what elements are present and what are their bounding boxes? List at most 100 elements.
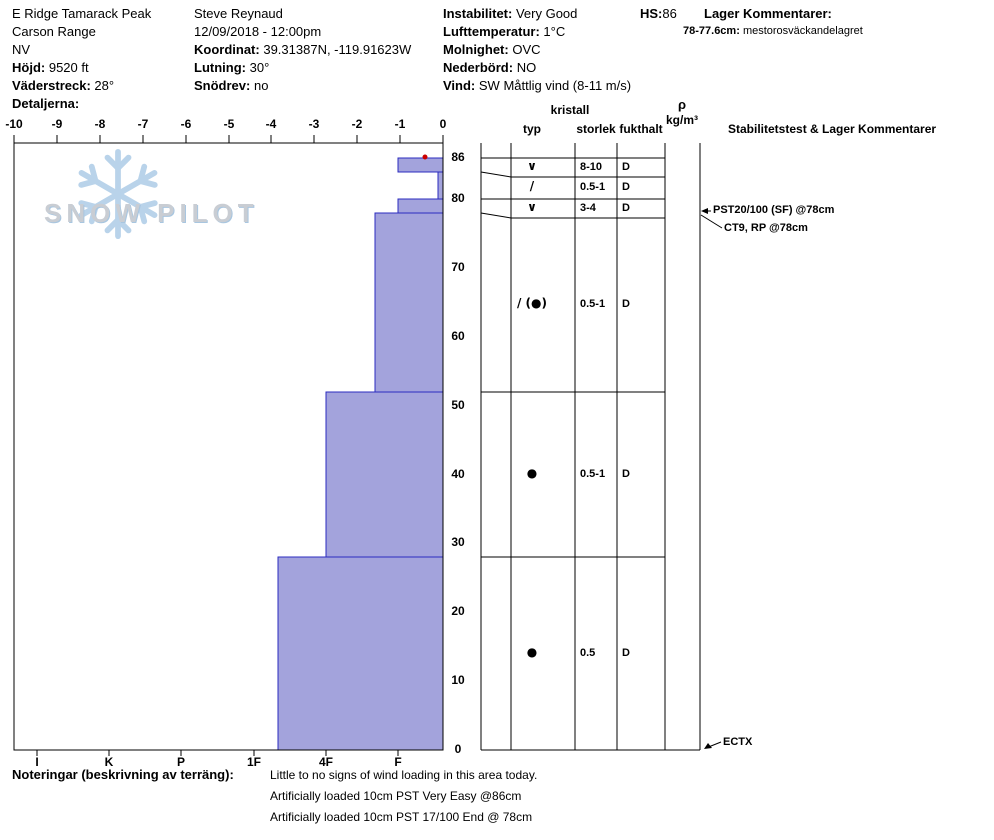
depth-tick-label: 30	[451, 535, 465, 549]
grain-size-cell: 3-4	[580, 202, 596, 214]
drift-label: Snödrev:	[194, 78, 251, 93]
stability-annotation: CT9, RP @78cm	[724, 222, 808, 234]
grain-type-cell: ●	[526, 645, 538, 659]
hardness-tick-label: I	[35, 755, 39, 769]
stability-value: Very Good	[515, 6, 578, 21]
depth-tick-label: 50	[451, 398, 465, 412]
depth-tick-label: 40	[451, 467, 465, 481]
row-connector-line	[480, 212, 512, 219]
snow-layer-bar	[325, 391, 444, 558]
moisture-cell: D	[622, 468, 630, 480]
grain-type-cell: /	[529, 179, 535, 193]
depth-tick-label: 60	[451, 329, 465, 343]
coordinates-label: Koordinat:	[194, 42, 260, 57]
elevation-label: Höjd:	[12, 60, 46, 75]
hardness-tick-label: K	[104, 755, 114, 769]
observer-block: Steve Reynaud 12/09/2018 - 12:00pm Koord…	[194, 6, 411, 96]
wind-line: Vind: SW Måttlig vind (8-11 m/s)	[443, 78, 631, 96]
coordinates-value: 39.31387N, -119.91623W	[263, 42, 412, 57]
hs-label: HS:	[640, 6, 663, 21]
col-header-rho: ρ	[677, 97, 687, 112]
observation-datetime: 12/09/2018 - 12:00pm	[194, 24, 322, 39]
precip-label: Nederbörd:	[443, 60, 514, 75]
slope-line: Lutning: 30°	[194, 60, 411, 78]
stability-label: Instabilitet:	[443, 6, 513, 21]
annotation-arrowhead	[704, 743, 712, 749]
col-header-kristall: kristall	[550, 103, 590, 117]
sky-value: OVC	[512, 42, 541, 57]
temp-tick-label: -4	[265, 117, 277, 131]
snow-layer-bar	[277, 556, 444, 751]
sky-line: Molnighet: OVC	[443, 42, 631, 60]
annotation-arrowhead	[701, 208, 708, 214]
notes-label: Noteringar (beskrivning av terräng):	[12, 767, 234, 782]
grain-type-cell: ∨	[527, 200, 537, 214]
moisture-cell: D	[622, 202, 630, 214]
layer-comment-range: 78-77.6cm:	[683, 25, 740, 37]
elevation-line: Höjd: 9520 ft	[12, 60, 151, 78]
temp-tick-label: 0	[439, 117, 447, 131]
stability-annotation: PST20/100 (SF) @78cm	[713, 204, 835, 216]
hs-value: 86	[662, 6, 677, 21]
grain-table-grid	[480, 143, 701, 751]
location-block: E Ridge Tamarack Peak Carson Range NV Hö…	[12, 6, 151, 114]
grain-size-cell: 8-10	[580, 161, 603, 173]
layer-comment-text: mestorosväckandelagret	[742, 25, 863, 37]
stability-annotation: ECTX	[723, 736, 753, 748]
temp-tick-label: -9	[51, 117, 63, 131]
conditions-block: Instabilitet: Very Good Lufttemperatur: …	[443, 6, 631, 96]
state: NV	[12, 42, 31, 57]
slope-value: 30°	[249, 60, 270, 75]
aspect-label: Väderstreck:	[12, 78, 91, 93]
hardness-tick-label: P	[176, 755, 186, 769]
grain-size-cell: 0.5-1	[580, 298, 606, 310]
airtemp-label: Lufttemperatur:	[443, 24, 540, 39]
wind-label: Vind:	[443, 78, 476, 93]
grain-type-cell: ∨	[527, 159, 537, 173]
depth-tick-label: 20	[451, 604, 465, 618]
temp-tick-label: -5	[223, 117, 235, 131]
precip-line: Nederbörd: NO	[443, 60, 631, 78]
depth-tick-label: 0	[454, 742, 462, 756]
moisture-cell: D	[622, 647, 630, 659]
temp-tick-label: -10	[5, 117, 23, 131]
temp-tick-label: -3	[308, 117, 320, 131]
col-header-typ: typ	[523, 122, 541, 136]
layer-comments-header: Lager Kommentarer:	[704, 6, 832, 24]
slope-label: Lutning:	[194, 60, 246, 75]
details-label: Detaljerna:	[12, 96, 80, 111]
aspect-value: 28°	[94, 78, 115, 93]
elevation-value: 9520 ft	[48, 60, 89, 75]
note-line-3: Artificially loaded 10cm PST 17/100 End …	[270, 810, 533, 824]
aspect-line: Väderstreck: 28°	[12, 78, 151, 96]
airtemp-value: 1°C	[543, 24, 566, 39]
moisture-cell: D	[622, 161, 630, 173]
wind-value: SW Måttlig vind (8-11 m/s)	[478, 78, 632, 93]
depth-tick-label: 86	[451, 150, 465, 164]
surface-temp-point	[422, 154, 428, 160]
temp-tick-label: -2	[351, 117, 363, 131]
snow-layer-bars	[277, 157, 444, 751]
layer-comment: 78-77.6cm: mestorosväckandelagret	[683, 25, 863, 37]
col-header-fukthalt: fukthalt	[619, 122, 663, 136]
col-header-stability: Stabilitetstest & Lager Kommentarer	[728, 122, 937, 136]
hs-line: HS:86	[640, 6, 677, 24]
temp-tick-label: -1	[394, 117, 406, 131]
generated-chart-marks	[13, 135, 723, 756]
drift-line: Snödrev: no	[194, 78, 411, 96]
grain-type-cell: / (●)	[517, 296, 547, 310]
grain-size-cell: 0.5	[580, 647, 596, 659]
snow-layer-bar	[374, 212, 444, 393]
grain-type-cell: ●	[526, 466, 538, 480]
note-line-2: Artificially loaded 10cm PST Very Easy @…	[270, 789, 522, 803]
hardness-tick-label: 1F	[246, 755, 262, 769]
drift-value: no	[253, 78, 269, 93]
airtemp-line: Lufttemperatur: 1°C	[443, 24, 631, 42]
col-header-rho-unit: kg/m³	[665, 113, 699, 127]
temp-tick-label: -7	[137, 117, 149, 131]
depth-tick-label: 10	[451, 673, 465, 687]
precip-value: NO	[516, 60, 537, 75]
hardness-tick-label: F	[394, 755, 402, 769]
